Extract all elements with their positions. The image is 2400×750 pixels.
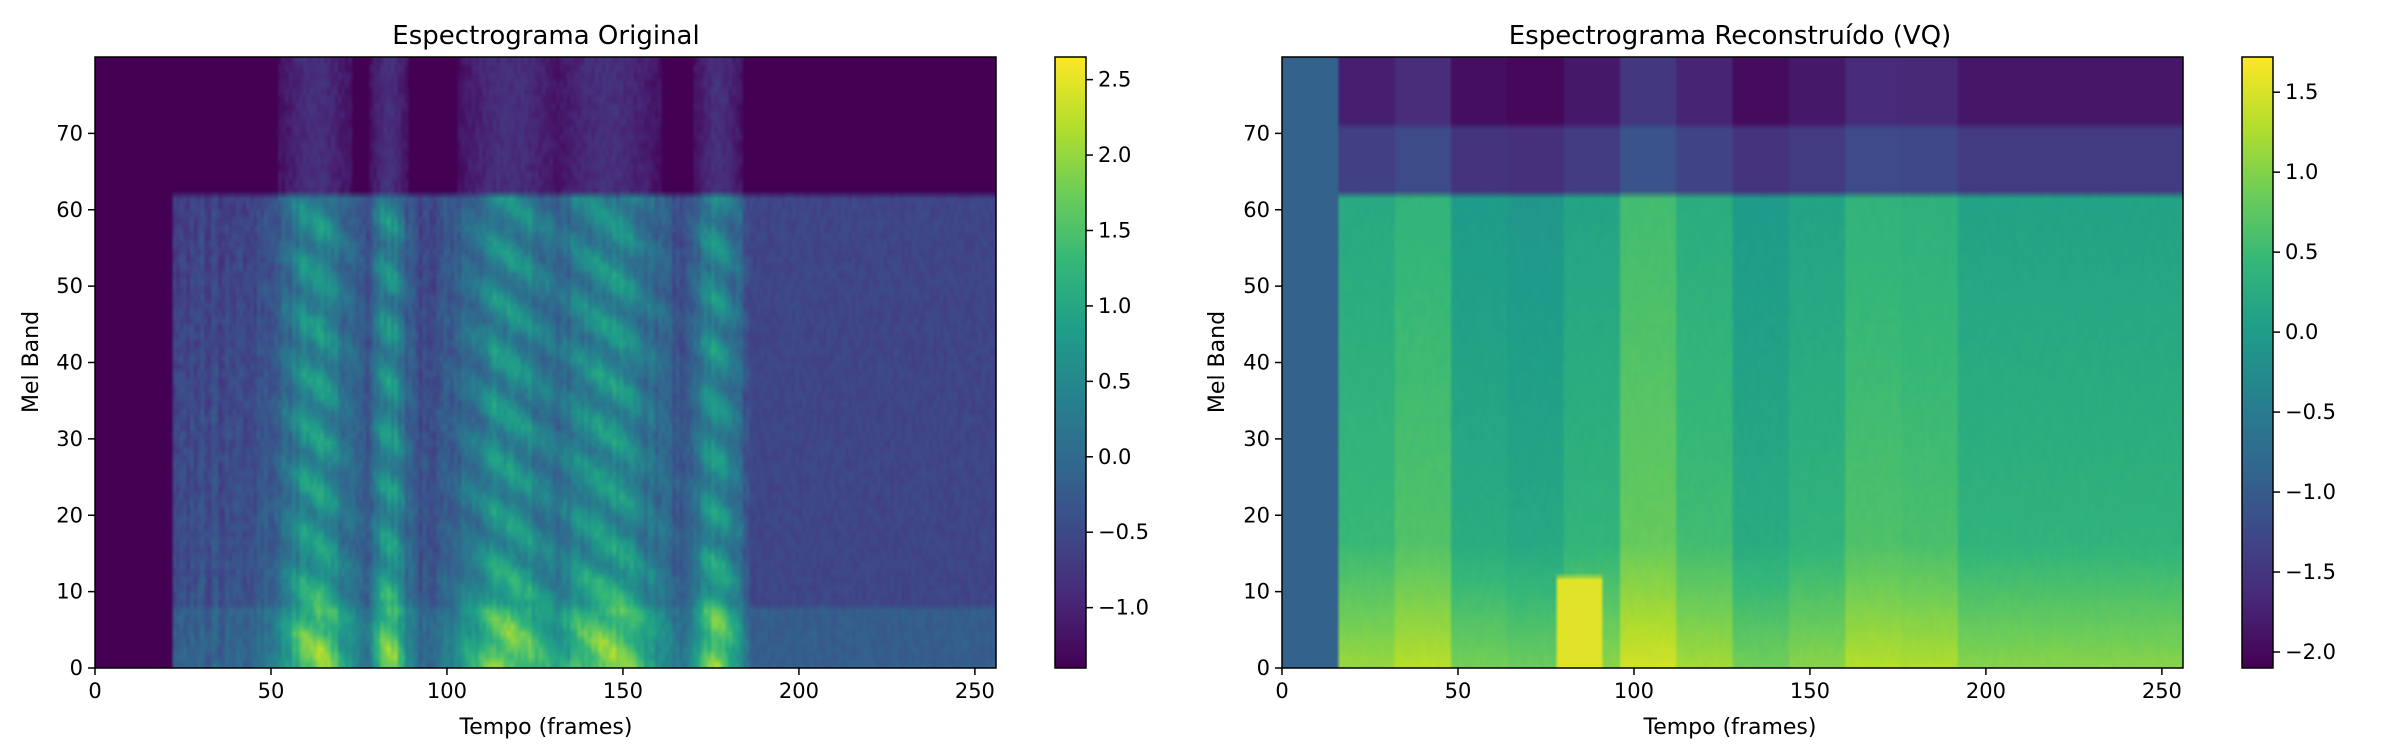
y-tick-label: 10	[1243, 580, 1270, 604]
y-tick-label: 50	[1243, 274, 1270, 298]
y-tick-label: 0	[1257, 656, 1270, 680]
y-tick-label: 70	[1243, 121, 1270, 145]
colorbar-tick-label: 1.0	[1098, 294, 1131, 318]
colorbar-tick-label: −1.0	[1098, 596, 1149, 620]
colorbar-tick-label: 2.5	[1098, 68, 1131, 92]
chart-title: Espectrograma Reconstruído (VQ)	[1509, 21, 1952, 51]
x-tick-label: 250	[955, 679, 995, 703]
y-tick-label: 40	[1243, 351, 1270, 375]
colorbar-tick-label: −1.0	[2285, 480, 2336, 504]
y-tick-label: 70	[56, 121, 83, 145]
x-ticks: 0 50 100 150 200 250	[88, 668, 995, 703]
colorbar-frame	[1054, 56, 1087, 669]
y-tick-label: 0	[70, 656, 83, 680]
x-tick-label: 0	[1275, 679, 1288, 703]
colorbar-tick-label: −0.5	[2285, 400, 2336, 424]
x-tick-label: 50	[258, 679, 285, 703]
y-tick-label: 30	[56, 427, 83, 451]
y-ticks: 0 10 20 30 40 50 60 70	[56, 121, 95, 680]
x-tick-label: 150	[1790, 679, 1830, 703]
x-tick-label: 200	[1966, 679, 2006, 703]
x-tick-label: 200	[779, 679, 819, 703]
x-tick-label: 50	[1445, 679, 1472, 703]
x-axis-label: Tempo (frames)	[459, 715, 633, 740]
x-tick-label: 0	[88, 679, 101, 703]
colorbar-tick-label: 1.5	[1098, 218, 1131, 242]
heatmap-image	[1282, 57, 2183, 668]
y-tick-label: 60	[56, 198, 83, 222]
colorbar-tick-label: 0.5	[2285, 240, 2318, 264]
chart-title: Espectrograma Original	[392, 21, 699, 51]
colorbar-tick-label: −2.0	[2285, 640, 2336, 664]
colorbar-image	[2242, 57, 2273, 668]
heatmap-image	[95, 57, 996, 668]
y-tick-label: 20	[1243, 503, 1270, 527]
y-tick-label: 30	[1243, 427, 1270, 451]
colorbar-tick-label: 0.5	[1098, 369, 1131, 393]
colorbar-tick-label: 2.0	[1098, 143, 1131, 167]
y-tick-label: 10	[56, 580, 83, 604]
colorbar-tick-label: −1.5	[2285, 560, 2336, 584]
colorbar-ticks: 1.5 1.0 0.5 0.0 −0.5 −1.0 −1.5 −2.0	[2273, 80, 2336, 664]
x-axis-label: Tempo (frames)	[1643, 715, 1817, 740]
colorbar-ticks: 2.5 2.0 1.5 1.0 0.5 0.0 −0.5 −1.0	[1086, 68, 1149, 620]
x-tick-label: 100	[427, 679, 467, 703]
y-ticks: 0 10 20 30 40 50 60 70	[1243, 121, 1282, 680]
y-tick-label: 60	[1243, 198, 1270, 222]
colorbar-tick-label: 0.0	[1098, 445, 1131, 469]
colorbar-tick-label: −0.5	[1098, 520, 1149, 544]
panel-original: Espectrograma Original 0 50 100 150 200 250 0…	[19, 21, 1149, 740]
y-axis-label: Mel Band	[1205, 311, 1230, 413]
colorbar-frame	[2241, 56, 2274, 669]
x-tick-label: 250	[2142, 679, 2182, 703]
colorbar-image	[1055, 57, 1086, 668]
x-tick-label: 150	[603, 679, 643, 703]
colorbar-tick-label: 1.5	[2285, 80, 2318, 104]
y-tick-label: 40	[56, 351, 83, 375]
y-tick-label: 20	[56, 503, 83, 527]
colorbar-tick-label: 0.0	[2285, 320, 2318, 344]
x-ticks: 0 50 100 150 200 250	[1275, 668, 2182, 703]
x-tick-label: 100	[1614, 679, 1654, 703]
y-axis-label: Mel Band	[19, 311, 44, 413]
y-tick-label: 50	[56, 274, 83, 298]
colorbar-tick-label: 1.0	[2285, 160, 2318, 184]
panel-reconstructed: Espectrograma Reconstruído (VQ) 0 50 100 15…	[1205, 21, 2336, 740]
